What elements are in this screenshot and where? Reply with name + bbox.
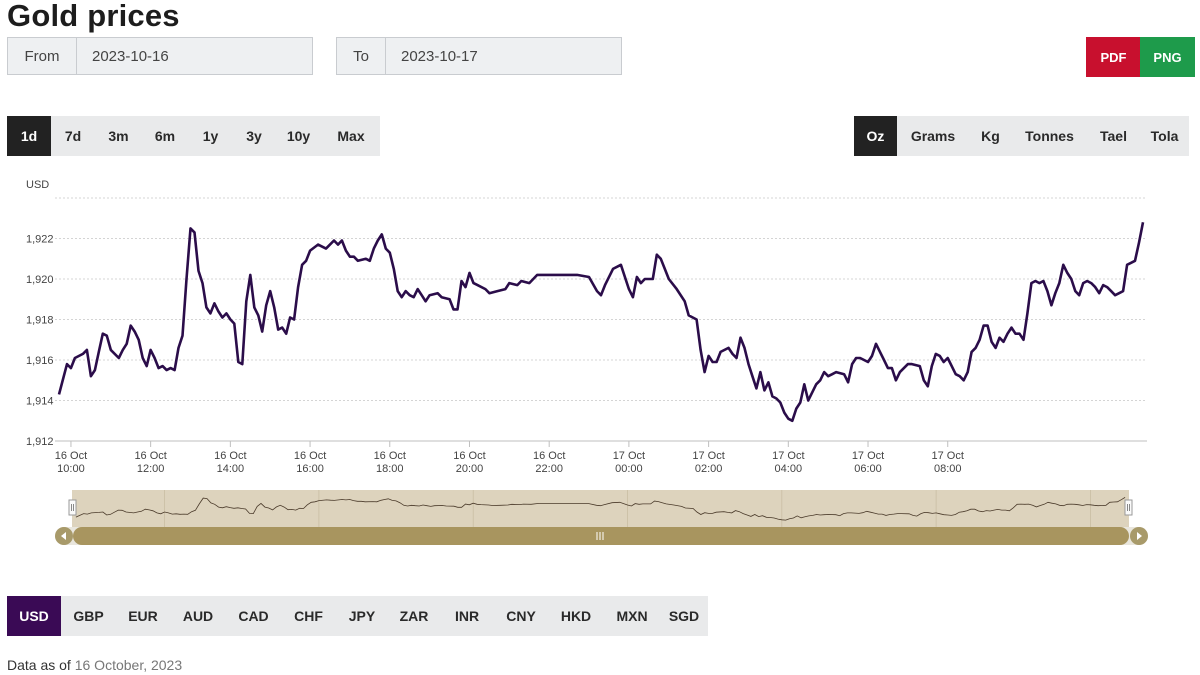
x-tick-date: 16 Oct <box>134 450 166 462</box>
grip-icon <box>596 532 604 540</box>
period-button-6m[interactable]: 6m <box>154 128 176 144</box>
x-tick-date: 16 Oct <box>533 450 565 462</box>
period-button-3m[interactable]: 3m <box>108 128 129 144</box>
period-button-7d[interactable]: 7d <box>64 128 82 144</box>
pdf-download-button[interactable]: PDF <box>1086 37 1141 77</box>
x-tick-date: 16 Oct <box>374 450 406 462</box>
unit-button-tola[interactable]: Tola <box>1150 128 1179 144</box>
price-chart: USD 1,912 1,914 1,916 1,918 1,920 1,922 16 Oc… <box>26 179 1148 545</box>
period-button-10y[interactable]: 10y <box>286 128 311 144</box>
png-download-button[interactable]: PNG <box>1140 37 1195 77</box>
x-tick-time: 06:00 <box>854 463 882 475</box>
currency-button-usd[interactable]: USD <box>7 596 61 636</box>
currency-button-sgd[interactable]: SGD <box>668 608 700 624</box>
x-tick-date: 17 Oct <box>852 450 884 462</box>
unit-button-kg[interactable]: Kg <box>981 128 1000 144</box>
to-date-field[interactable]: To 2023-10-17 <box>336 37 622 75</box>
x-tick-date: 17 Oct <box>772 450 804 462</box>
x-tick-time: 02:00 <box>695 463 723 475</box>
x-tick-time: 08:00 <box>934 463 962 475</box>
unit-button-grams[interactable]: Grams <box>910 128 956 144</box>
x-tick-time: 04:00 <box>775 463 803 475</box>
x-tick-time: 20:00 <box>456 463 484 475</box>
currency-button-inr[interactable]: INR <box>454 608 480 624</box>
x-tick-date: 16 Oct <box>294 450 326 462</box>
unit-button-oz[interactable]: Oz <box>854 116 897 156</box>
x-tick-time: 22:00 <box>535 463 563 475</box>
unit-button-tonnes[interactable]: Tonnes <box>1025 128 1074 144</box>
y-tick-label: 1,922 <box>26 234 54 246</box>
currency-button-jpy[interactable]: JPY <box>348 608 376 624</box>
x-tick-time: 10:00 <box>57 463 85 475</box>
currency-button-mxn[interactable]: MXN <box>616 608 648 624</box>
period-button-max[interactable]: Max <box>337 128 365 144</box>
period-button-1d[interactable]: 1d <box>7 116 51 156</box>
from-date-field[interactable]: From 2023-10-16 <box>7 37 313 75</box>
x-tick-date: 17 Oct <box>613 450 645 462</box>
y-axis-unit-label: USD <box>26 179 49 191</box>
chart-gridlines <box>55 197 1147 442</box>
x-tick-date: 16 Oct <box>55 450 87 462</box>
y-tick-label: 1,916 <box>26 355 54 367</box>
chevron-right-icon <box>1137 532 1142 540</box>
x-tick-time: 00:00 <box>615 463 643 475</box>
navigator-window[interactable] <box>72 490 1129 527</box>
y-tick-label: 1,912 <box>26 436 54 448</box>
navigator[interactable] <box>68 490 1133 527</box>
currency-button-cad[interactable]: CAD <box>238 608 269 624</box>
page-title: Gold prices <box>7 0 180 33</box>
x-tick-time: 18:00 <box>376 463 404 475</box>
y-tick-label: 1,914 <box>26 396 54 408</box>
to-date-input[interactable]: 2023-10-17 <box>401 47 478 65</box>
currency-selector: USD GBP EUR AUD CAD CHF JPY ZAR INR CNY HKD MXN SGD <box>7 596 708 636</box>
currency-button-zar[interactable]: ZAR <box>399 608 429 624</box>
navigator-gridlines <box>164 490 1091 527</box>
navigator-right-handle[interactable] <box>1124 499 1133 516</box>
navigator-line <box>75 497 1126 521</box>
period-button-1y[interactable]: 1y <box>202 128 219 144</box>
x-tick-date: 16 Oct <box>214 450 246 462</box>
x-tick-time: 12:00 <box>137 463 165 475</box>
x-tick-date: 16 Oct <box>453 450 485 462</box>
currency-button-eur[interactable]: EUR <box>128 608 158 624</box>
navigator-left-handle[interactable] <box>68 499 77 516</box>
from-label: From <box>8 38 77 74</box>
data-as-of-label: Data as of <box>7 657 71 673</box>
navigator-scrollbar[interactable] <box>55 527 1148 545</box>
x-tick-date: 17 Oct <box>932 450 964 462</box>
currency-button-hkd[interactable]: HKD <box>560 608 592 624</box>
y-tick-label: 1,920 <box>26 274 54 286</box>
period-selector: 1d 7d 3m 6m 1y 3y 10y Max <box>7 116 380 156</box>
currency-button-cny[interactable]: CNY <box>506 608 536 624</box>
currency-button-gbp[interactable]: GBP <box>73 608 104 624</box>
data-as-of: Data as of 16 October, 2023 <box>7 657 182 673</box>
period-button-3y[interactable]: 3y <box>246 128 262 144</box>
scrollbar-thumb[interactable] <box>73 527 1129 545</box>
data-as-of-date: 16 October, 2023 <box>74 657 183 673</box>
to-label: To <box>337 38 386 74</box>
x-tick-date: 17 Oct <box>692 450 724 462</box>
from-date-input[interactable]: 2023-10-16 <box>92 47 169 65</box>
currency-button-aud[interactable]: AUD <box>182 608 214 624</box>
chevron-left-icon <box>61 532 66 540</box>
y-axis: 1,912 1,914 1,916 1,918 1,920 1,922 <box>26 234 54 449</box>
y-tick-label: 1,918 <box>26 315 54 327</box>
price-line <box>57 222 1145 423</box>
unit-button-tael[interactable]: Tael <box>1100 128 1127 144</box>
currency-button-chf[interactable]: CHF <box>294 608 323 624</box>
unit-selector: Oz Grams Kg Tonnes Tael Tola <box>854 116 1189 156</box>
x-tick-time: 16:00 <box>296 463 324 475</box>
x-tick-time: 14:00 <box>217 463 245 475</box>
